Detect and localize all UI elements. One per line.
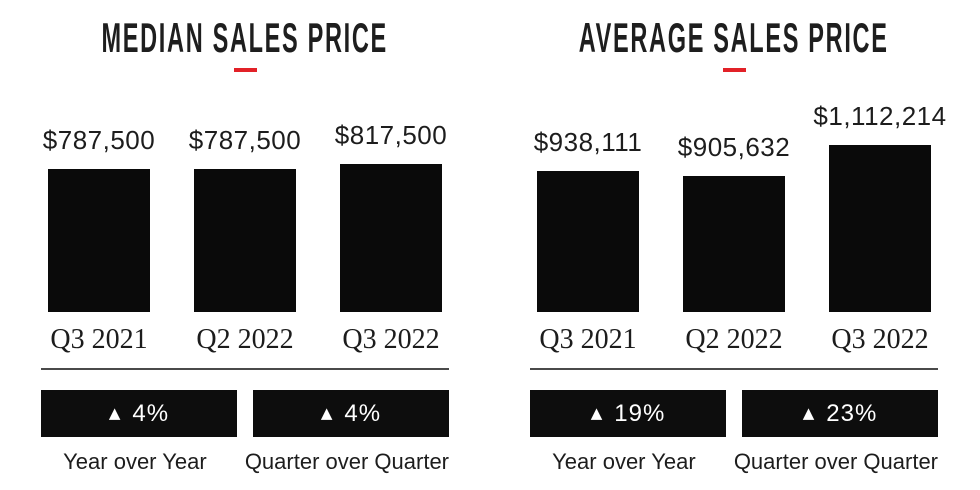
title-accent-underline <box>722 68 746 72</box>
change-badges-row: ▲ 19% ▲ 23% <box>530 390 938 437</box>
chart-title: AVERAGE SALES PRICE <box>579 14 889 61</box>
change-badge-labels-row: Year over Year Quarter over Quarter <box>41 449 449 475</box>
bar-plot-area: $938,111 $905,632 $1,112,214 <box>530 100 946 312</box>
category-axis: Q3 2021 Q2 2022 Q3 2022 <box>530 324 938 356</box>
year-over-year-label: Year over Year <box>552 449 696 474</box>
bar-value-label: $787,500 <box>42 125 156 155</box>
bar <box>48 169 150 312</box>
up-triangle-icon: ▲ <box>590 404 604 422</box>
bar-group-q3-2021: $938,111 <box>534 127 642 312</box>
up-triangle-icon: ▲ <box>108 404 122 422</box>
category-label: Q3 2022 <box>342 324 440 355</box>
title-accent-underline <box>233 68 257 72</box>
category-axis: Q3 2021 Q2 2022 Q3 2022 <box>41 324 449 356</box>
bar <box>829 145 931 312</box>
quarter-over-quarter-badge: ▲ 23% <box>742 390 938 437</box>
bar-plot-area: $787,500 $787,500 $817,500 <box>41 100 449 312</box>
quarter-over-quarter-badge: ▲ 4% <box>253 390 449 437</box>
year-over-year-badge: ▲ 19% <box>530 390 726 437</box>
badge-percent: 4% <box>132 399 170 427</box>
category-label: Q3 2021 <box>539 324 637 355</box>
bar-value-label: $938,111 <box>533 127 643 157</box>
average-sales-price-chart: AVERAGE SALES PRICE $938,111 $905,632 $1… <box>530 0 946 475</box>
quarter-over-quarter-label: Quarter over Quarter <box>244 449 449 474</box>
bar-value-label: $1,112,214 <box>813 101 947 131</box>
category-label: Q3 2022 <box>831 324 929 355</box>
chart-title-wrap: AVERAGE SALES PRICE <box>530 14 938 61</box>
year-over-year-badge: ▲ 4% <box>41 390 237 437</box>
change-badges-row: ▲ 4% ▲ 4% <box>41 390 449 437</box>
badge-percent: 19% <box>614 399 666 427</box>
divider-line <box>530 368 938 370</box>
bar-value-label: $817,500 <box>334 120 448 150</box>
category-label: Q2 2022 <box>196 324 294 355</box>
bar <box>340 164 442 312</box>
bar-group-q3-2022: $817,500 <box>335 120 447 312</box>
bar-group-q3-2022: $1,112,214 <box>813 101 946 312</box>
up-triangle-icon: ▲ <box>802 404 816 422</box>
bar-group-q2-2022: $905,632 <box>678 132 790 312</box>
category-label: Q2 2022 <box>685 324 783 355</box>
badge-percent: 23% <box>826 399 878 427</box>
year-over-year-label: Year over Year <box>63 449 207 474</box>
bar <box>537 171 639 312</box>
bar-value-label: $787,500 <box>188 125 302 155</box>
bar-value-label: $905,632 <box>677 132 791 162</box>
change-badge-labels-row: Year over Year Quarter over Quarter <box>530 449 938 475</box>
badge-percent: 4% <box>344 399 382 427</box>
quarter-over-quarter-label: Quarter over Quarter <box>733 449 938 474</box>
divider-line <box>41 368 449 370</box>
bar <box>194 169 296 312</box>
median-sales-price-chart: MEDIAN SALES PRICE $787,500 $787,500 $81… <box>41 0 449 475</box>
chart-title-wrap: MEDIAN SALES PRICE <box>41 14 449 61</box>
up-triangle-icon: ▲ <box>320 404 334 422</box>
bar-group-q3-2021: $787,500 <box>43 125 155 312</box>
chart-title: MEDIAN SALES PRICE <box>101 14 389 61</box>
bar-group-q2-2022: $787,500 <box>189 125 301 312</box>
category-label: Q3 2021 <box>50 324 148 355</box>
bar <box>683 176 785 312</box>
